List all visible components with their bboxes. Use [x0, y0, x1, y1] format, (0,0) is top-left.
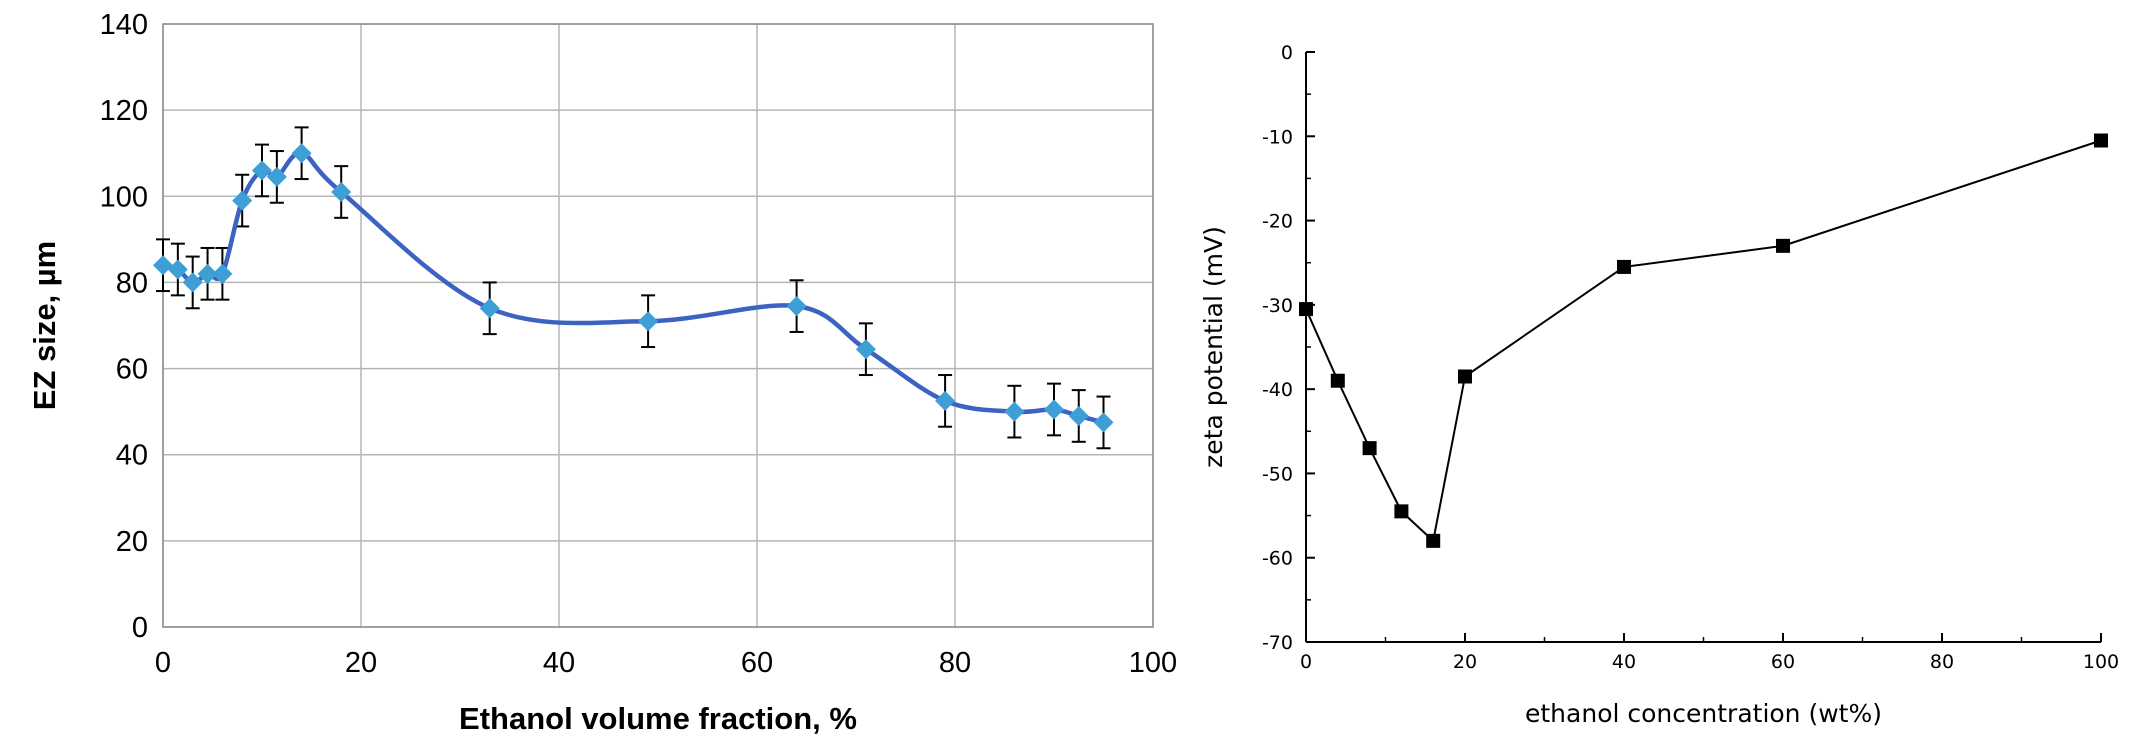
left-y-tick-label: 100	[100, 181, 148, 213]
left-data-point	[1093, 412, 1114, 433]
right-x-tick-label: 60	[1771, 651, 1795, 673]
right-tick-labels: 0 -10 -20 -30 -40 -50 -60 -70 0 20 40 60 80 100	[1262, 42, 2119, 673]
left-x-tick-label: 40	[543, 647, 575, 679]
right-y-tick-label: -50	[1262, 463, 1293, 485]
left-data-point	[291, 143, 312, 164]
right-data-point	[1299, 302, 1313, 317]
left-x-tick-label: 100	[1129, 647, 1177, 679]
left-y-tick-label: 60	[116, 354, 148, 386]
right-data-point	[1776, 238, 1790, 253]
left-data-point	[197, 263, 218, 284]
right-y-tick-label: -60	[1262, 548, 1293, 570]
left-data-point	[212, 263, 233, 284]
left-x-tick-label: 20	[345, 647, 377, 679]
left-y-tick-label: 0	[132, 612, 148, 644]
left-y-tick-label: 140	[100, 9, 148, 41]
left-x-tick-label: 60	[741, 647, 773, 679]
zeta-potential-chart: 0 -10 -20 -30 -40 -50 -60 -70 0 20 40 60 80 100 ethan…	[1199, 42, 2119, 728]
right-x-tick-label: 80	[1930, 651, 1954, 673]
right-data-point	[1330, 373, 1345, 388]
left-data-point	[331, 181, 352, 202]
left-data-point	[935, 390, 956, 411]
right-series-line	[1305, 139, 2102, 543]
left-data-point	[638, 311, 659, 332]
right-y-tick-label: -70	[1262, 632, 1293, 654]
right-y-tick-label: 0	[1281, 42, 1293, 64]
right-x-axis-label: ethanol concentration (wt%)	[1525, 699, 1882, 728]
left-data-point	[1004, 401, 1025, 422]
right-data-point	[1362, 441, 1377, 456]
left-gridlines	[162, 23, 1154, 628]
right-y-tick-label: -30	[1262, 295, 1293, 317]
left-series-curve	[162, 150, 1105, 425]
right-y-tick-label: -10	[1262, 126, 1293, 148]
right-y-axis-label: zeta potential (mV)	[1199, 226, 1228, 468]
left-x-tick-label: 80	[939, 647, 971, 679]
right-data-point	[1426, 533, 1441, 548]
right-data-point	[1458, 369, 1472, 384]
left-plot-frame	[162, 23, 1154, 628]
left-data-point	[167, 259, 188, 280]
left-data-point	[479, 298, 500, 319]
left-data-point	[153, 255, 173, 276]
right-x-tick-label: 40	[1612, 651, 1636, 673]
left-data-point	[786, 296, 807, 317]
left-error-bars	[156, 126, 1111, 450]
left-y-tick-label: 20	[116, 526, 148, 558]
ez-size-chart: 0 20 40 60 80 100 120 140 0 20 40 60 80 100 Ethanol v…	[27, 9, 1177, 736]
right-data-points	[1299, 133, 2108, 548]
left-y-tick-label: 40	[116, 440, 148, 472]
left-x-tick-label: 0	[155, 647, 171, 679]
right-axes	[1305, 51, 2102, 643]
left-data-point	[182, 272, 203, 293]
right-data-point	[1617, 259, 1631, 274]
left-data-point	[1044, 399, 1064, 420]
right-y-tick-label: -40	[1262, 379, 1293, 401]
left-data-point	[855, 339, 876, 360]
right-data-point	[2094, 133, 2108, 148]
right-data-point	[1394, 504, 1409, 519]
right-x-tick-label: 20	[1453, 651, 1477, 673]
right-x-tick-label: 100	[2083, 651, 2119, 673]
left-data-point	[266, 166, 287, 187]
right-y-tick-label: -20	[1262, 211, 1293, 233]
left-y-tick-label: 80	[116, 267, 148, 299]
right-x-tick-label: 0	[1300, 651, 1312, 673]
left-data-point	[252, 160, 272, 181]
left-y-tick-label: 120	[100, 95, 148, 127]
left-x-axis-label: Ethanol volume fraction, %	[459, 701, 857, 736]
left-y-axis-label: EZ size, µm	[27, 241, 62, 410]
left-data-points	[153, 143, 1114, 433]
left-data-point	[232, 190, 253, 211]
left-tick-labels: 0 20 40 60 80 100 120 140 0 20 40 60 80 100	[100, 9, 1178, 679]
left-data-point	[1068, 405, 1089, 426]
